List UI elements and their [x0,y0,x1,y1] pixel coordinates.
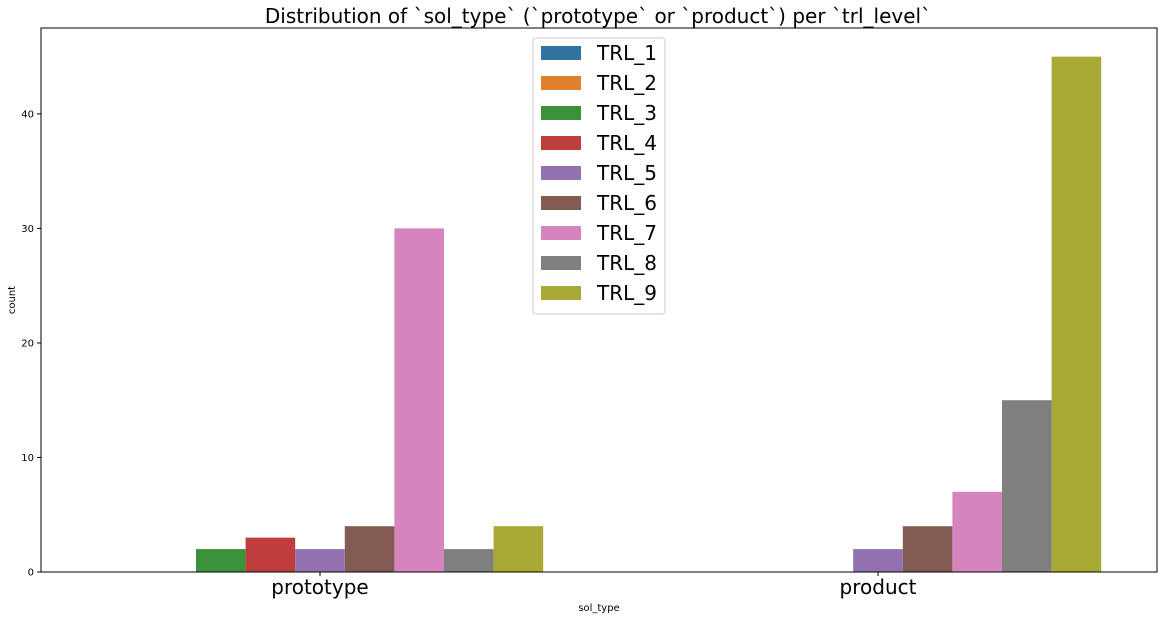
bar-product-trl-8 [1002,400,1052,572]
bar-prototype-trl-3 [196,549,246,572]
legend-label-trl-1: TRL_1 [596,41,657,65]
legend-swatch-trl-6 [541,196,581,210]
legend-swatch-trl-1 [541,46,581,60]
legend-swatch-trl-4 [541,136,581,150]
y-tick-label: 30 [21,224,34,235]
y-tick-label: 40 [21,109,34,120]
y-axis: 0 10 20 30 40 [21,109,41,579]
bars-group [196,56,1102,573]
legend-swatch-trl-5 [541,166,581,180]
legend-swatch-trl-2 [541,76,581,90]
y-tick-label: 20 [21,338,34,349]
bar-prototype-trl-4 [245,537,296,572]
legend-label-trl-9: TRL_9 [596,281,657,305]
legend-swatch-trl-7 [541,226,581,240]
x-axis: prototype product [271,572,917,599]
bar-prototype-trl-9 [493,526,544,572]
bar-prototype-trl-5 [295,549,345,572]
y-tick-label: 0 [28,568,34,579]
legend-label-trl-5: TRL_5 [596,161,657,185]
y-axis-label: count [7,286,18,314]
x-tick-label-prototype: prototype [271,575,368,599]
plot-frame [40,27,1158,573]
legend-label-trl-6: TRL_6 [596,191,657,215]
legend-label-trl-7: TRL_7 [596,221,657,245]
bar-product-trl-7 [952,491,1002,572]
chart-title: Distribution of `sol_type` (`prototype` … [265,4,931,28]
legend-label-trl-4: TRL_4 [596,131,657,155]
bar-product-trl-5 [853,549,903,572]
bar-prototype-trl-6 [344,526,395,572]
legend: TRL_1 TRL_2 TRL_3 TRL_4 TRL_5 TRL_6 TRL_7 TRL_8… [532,37,666,315]
legend-label-trl-3: TRL_3 [596,101,657,125]
bar-prototype-trl-8 [444,549,494,572]
legend-swatch-trl-3 [541,106,581,120]
x-axis-label: sol_type [578,603,619,614]
bar-prototype-trl-7 [394,228,444,573]
legend-label-trl-8: TRL_8 [596,251,657,275]
y-tick-label: 10 [21,453,34,464]
x-tick-label-product: product [840,575,917,599]
bar-product-trl-6 [902,526,953,572]
legend-swatch-trl-9 [541,286,581,300]
legend-label-trl-2: TRL_2 [596,71,657,95]
bar-product-trl-9 [1051,56,1102,572]
legend-swatch-trl-8 [541,256,581,270]
